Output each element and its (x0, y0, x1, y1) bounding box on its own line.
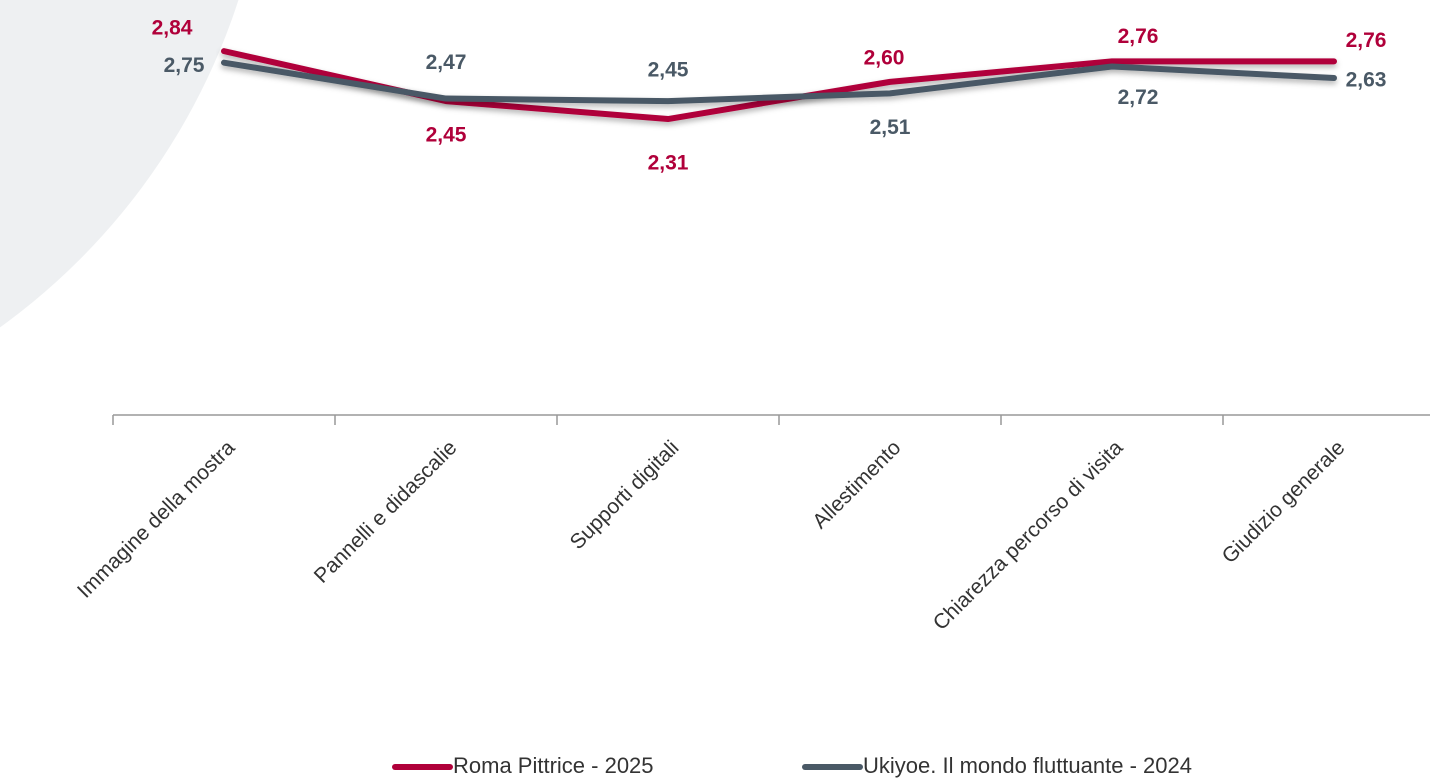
data-label: 2,63 (1346, 69, 1387, 92)
data-label: 2,84 (152, 17, 193, 40)
series-line (221, 59, 1337, 105)
background-shape (0, 0, 239, 328)
data-label: 2,60 (864, 46, 905, 69)
data-label: 2,72 (1118, 86, 1159, 109)
data-label: 2,45 (426, 124, 467, 147)
legend: Roma Pittrice - 2025 Ukiyoe. Il mondo flu… (392, 753, 1192, 778)
data-label: 2,31 (648, 152, 689, 175)
x-tick-label: Giudizio generale (1218, 436, 1350, 568)
x-tick-label: Supporti digitali (566, 436, 684, 554)
x-tick-label: Pannelli e didascalie (310, 436, 462, 588)
legend-label: Roma Pittrice - 2025 (453, 753, 654, 778)
plot: 2,84 2,45 2,31 2,60 2,76 2,76 2,75 2,47 2,45 2,51… (152, 17, 1387, 175)
legend-label: Ukiyoe. Il mondo fluttuante - 2024 (863, 753, 1192, 778)
x-axis: Immagine della mostra Pannelli e didascal… (73, 414, 1430, 635)
data-label: 2,51 (870, 116, 911, 139)
x-tick-label: Chiarezza percorso di visita (929, 436, 1128, 635)
x-tick-label: Immagine della mostra (73, 436, 240, 603)
data-label: 2,75 (164, 54, 205, 77)
series-line (221, 48, 1337, 123)
x-tick-label: Allestimento (808, 436, 905, 533)
data-label: 2,47 (426, 51, 467, 74)
data-label: 2,76 (1346, 29, 1387, 52)
data-label: 2,76 (1118, 25, 1159, 48)
data-label: 2,45 (648, 59, 689, 82)
